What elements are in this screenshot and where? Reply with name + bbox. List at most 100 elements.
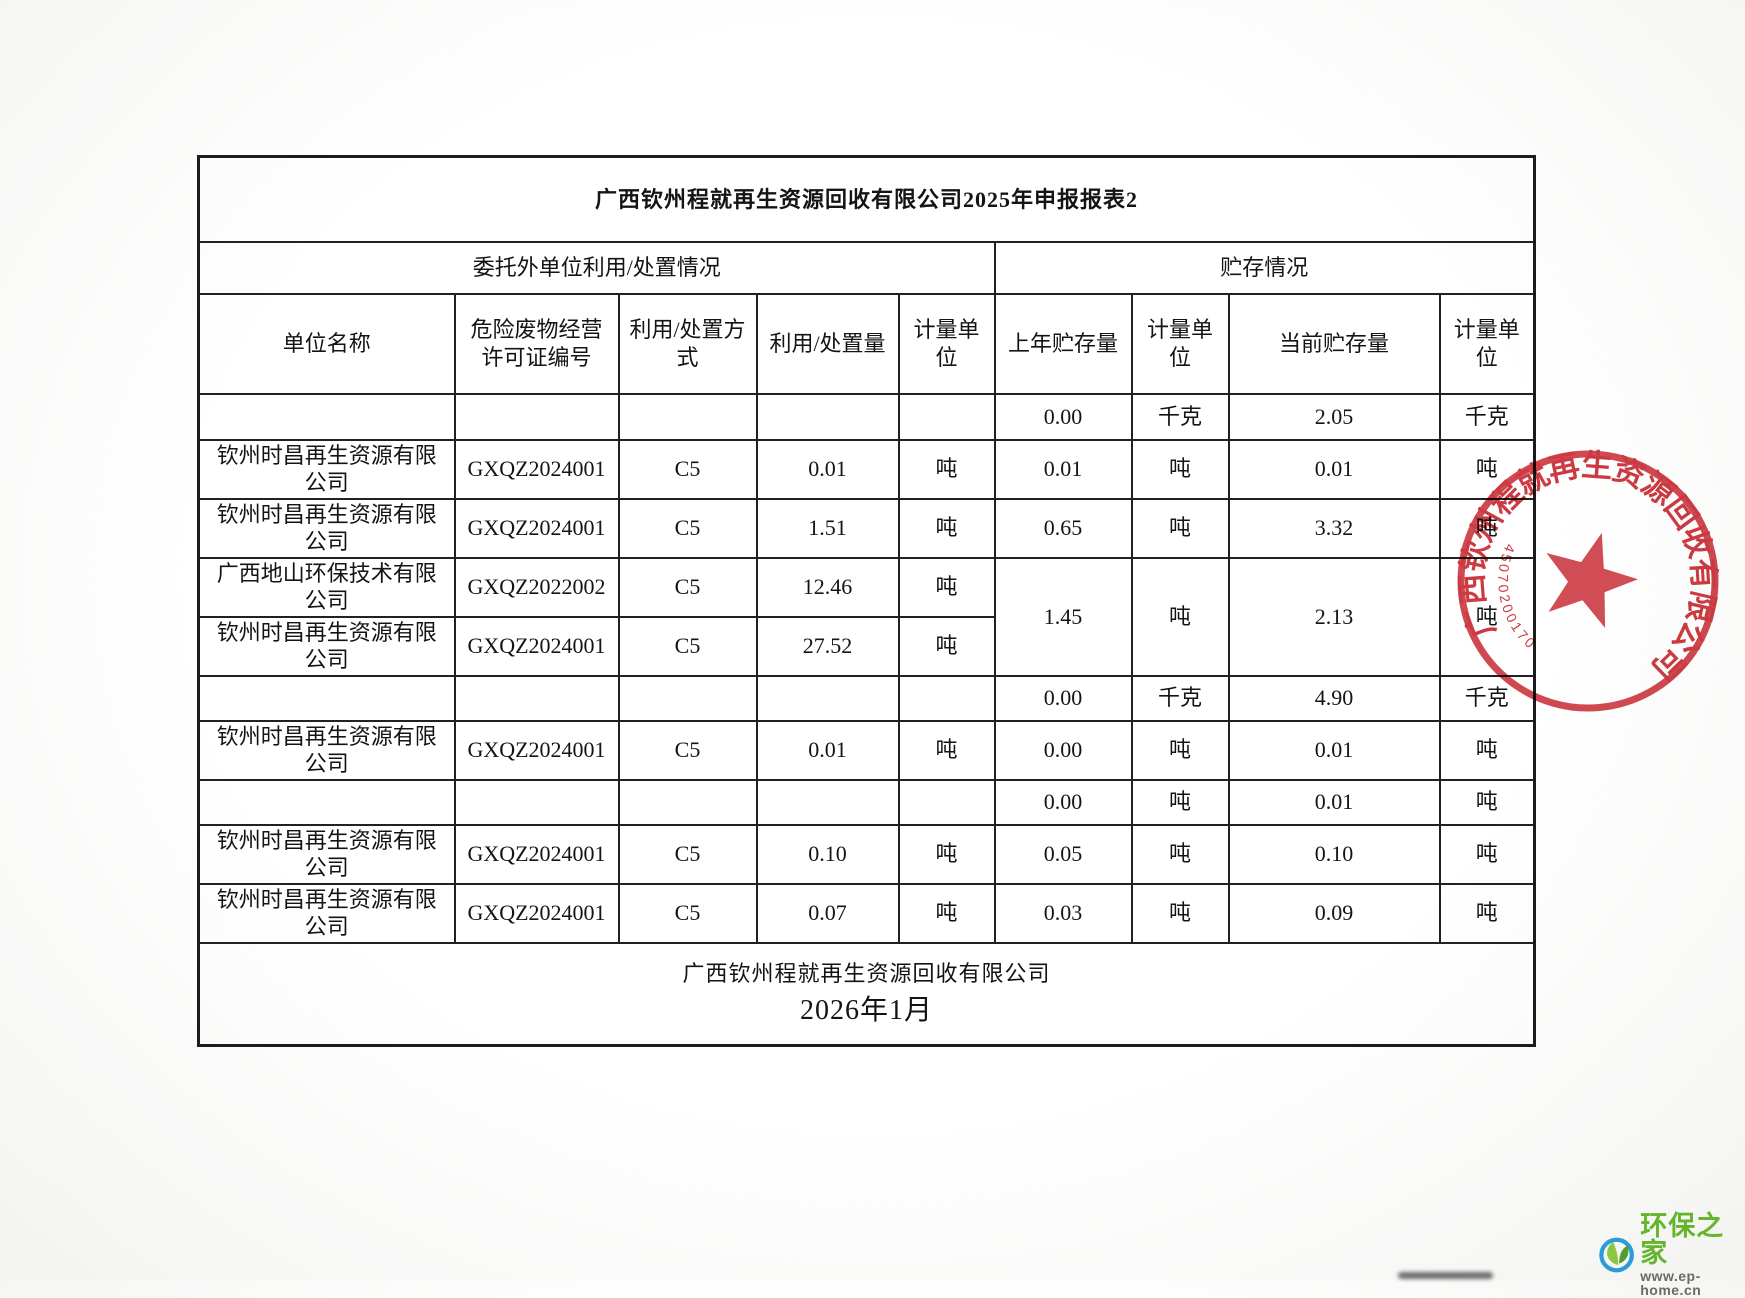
table-row: 钦州时昌再生资源有限公司 GXQZ2024001 C5 1.51 吨 0.65 … xyxy=(197,497,1536,559)
table-cell: 0.65 xyxy=(993,497,1133,559)
table-cell xyxy=(617,778,758,826)
table-cell: 吨 xyxy=(1130,823,1230,885)
column-header-unit-measure-1: 计量单位 xyxy=(897,292,996,395)
column-header-prev-year-storage: 上年贮存量 xyxy=(993,292,1133,395)
table-cell: 吨 xyxy=(1438,438,1536,500)
table-cell: C5 xyxy=(617,497,758,559)
table-cell: 吨 xyxy=(897,615,996,677)
table-cell xyxy=(755,674,900,722)
table-cell: 吨 xyxy=(1130,497,1230,559)
table-cell xyxy=(897,778,996,826)
table-cell: 0.00 xyxy=(993,778,1133,826)
table-cell: 0.01 xyxy=(1227,778,1441,826)
column-header-disposal-method: 利用/处置方式 xyxy=(617,292,758,395)
table-cell: GXQZ2024001 xyxy=(453,882,620,944)
table-cell: 钦州时昌再生资源有限公司 xyxy=(197,882,456,944)
table-cell: GXQZ2024001 xyxy=(453,719,620,781)
site-url: www.ep-home.cn xyxy=(1640,1268,1702,1298)
table-cell: 吨 xyxy=(897,497,996,559)
column-header-unit-name: 单位名称 xyxy=(197,292,456,395)
table-cell: 千克 xyxy=(1438,674,1536,722)
table-cell: C5 xyxy=(617,556,758,618)
section-header-entrust: 委托外单位利用/处置情况 xyxy=(197,240,996,295)
site-watermark: 环保之家 www.ep-home.cn xyxy=(1598,1213,1745,1297)
seal-star-icon xyxy=(1546,532,1639,629)
table-cell-merged: 吨 xyxy=(1438,556,1536,677)
table-cell-merged: 1.45 xyxy=(993,556,1133,677)
table-cell: C5 xyxy=(617,882,758,944)
table-cell xyxy=(197,778,456,826)
table-cell: 0.10 xyxy=(1227,823,1441,885)
table-cell: 0.01 xyxy=(755,719,900,781)
table-cell: C5 xyxy=(617,438,758,500)
ep-home-logo-icon xyxy=(1599,1237,1634,1273)
table-cell: 钦州时昌再生资源有限公司 xyxy=(197,615,456,677)
table-cell: 12.46 xyxy=(755,556,900,618)
table-cell: GXQZ2024001 xyxy=(453,438,620,500)
table-cell: 0.00 xyxy=(993,674,1133,722)
table-cell: 0.10 xyxy=(755,823,900,885)
table-cell: 0.03 xyxy=(993,882,1133,944)
table-cell: 吨 xyxy=(1438,497,1536,559)
table-cell: 钦州时昌再生资源有限公司 xyxy=(197,497,456,559)
table-row: 钦州时昌再生资源有限公司 GXQZ2024001 C5 0.01 吨 0.01 … xyxy=(197,438,1536,500)
table-row: 广西地山环保技术有限公司 GXQZ2022002 C5 12.46 吨 1.45… xyxy=(197,556,1536,677)
table-cell xyxy=(453,778,620,826)
table-row: 0.00 千克 4.90 千克 xyxy=(197,674,1536,722)
table-cell: 吨 xyxy=(1130,438,1230,500)
table-cell: 千克 xyxy=(1130,392,1230,441)
table-cell: 吨 xyxy=(1438,778,1536,826)
table-cell: 吨 xyxy=(1130,778,1230,826)
column-header-license-no: 危险废物经营许可证编号 xyxy=(453,292,620,395)
table-cell: 4.90 xyxy=(1227,674,1441,722)
table-cell-merged: 吨 xyxy=(1130,556,1230,677)
table-cell xyxy=(197,674,456,722)
footer-date: 2026年1月 xyxy=(800,995,934,1026)
table-cell: 0.00 xyxy=(993,719,1133,781)
table-cell: 0.01 xyxy=(993,438,1133,500)
table-cell xyxy=(897,392,996,441)
table-cell: 吨 xyxy=(1438,823,1536,885)
declaration-report-table: 广西钦州程就再生资源回收有限公司2025年申报报表2 委托外单位利用/处置情况 … xyxy=(197,155,1537,1047)
table-cell: 0.05 xyxy=(993,823,1133,885)
table-cell: 0.00 xyxy=(993,392,1133,441)
table-cell: 2.05 xyxy=(1227,392,1441,441)
table-cell: 吨 xyxy=(1130,882,1230,944)
table-row: 钦州时昌再生资源有限公司 GXQZ2024001 C5 0.01 吨 0.00 … xyxy=(197,719,1536,781)
table-row: 钦州时昌再生资源有限公司 GXQZ2024001 C5 0.10 吨 0.05 … xyxy=(197,823,1536,885)
table-cell: 0.01 xyxy=(1227,438,1441,500)
table-cell: 千克 xyxy=(1438,392,1536,441)
report-footer: 广西钦州程就再生资源回收有限公司 2026年1月 xyxy=(197,941,1536,1047)
table-cell: C5 xyxy=(617,823,758,885)
table-cell xyxy=(453,392,620,441)
table-row: 钦州时昌再生资源有限公司 GXQZ2024001 C5 0.07 吨 0.03 … xyxy=(197,882,1536,944)
table-cell: GXQZ2024001 xyxy=(453,615,620,677)
table-cell xyxy=(617,392,758,441)
table-cell: 吨 xyxy=(1438,719,1536,781)
table-cell: 钦州时昌再生资源有限公司 xyxy=(197,719,456,781)
table-cell: 1.51 xyxy=(755,497,900,559)
table-cell xyxy=(197,392,456,441)
site-name: 环保之家 xyxy=(1640,1211,1725,1268)
table-cell: 吨 xyxy=(897,438,996,500)
table-cell: GXQZ2024001 xyxy=(453,497,620,559)
table-cell xyxy=(755,778,900,826)
table-cell: 千克 xyxy=(1130,674,1230,722)
table-cell xyxy=(755,392,900,441)
table-cell: 0.09 xyxy=(1227,882,1441,944)
table-cell: 3.32 xyxy=(1227,497,1441,559)
table-cell: GXQZ2022002 xyxy=(453,556,620,618)
table-cell xyxy=(897,674,996,722)
table-cell xyxy=(617,674,758,722)
report-title: 广西钦州程就再生资源回收有限公司2025年申报报表2 xyxy=(197,155,1536,243)
table-cell xyxy=(453,674,620,722)
table-cell: 吨 xyxy=(897,823,996,885)
table-cell: 吨 xyxy=(897,719,996,781)
table-cell: C5 xyxy=(617,615,758,677)
table-cell: 吨 xyxy=(897,882,996,944)
table-cell: 0.01 xyxy=(1227,719,1441,781)
column-header-disposal-amount: 利用/处置量 xyxy=(755,292,900,395)
table-row: 0.00 千克 2.05 千克 xyxy=(197,392,1536,441)
scan-artifact xyxy=(1398,1272,1493,1279)
column-header-unit-measure-2: 计量单位 xyxy=(1130,292,1230,395)
